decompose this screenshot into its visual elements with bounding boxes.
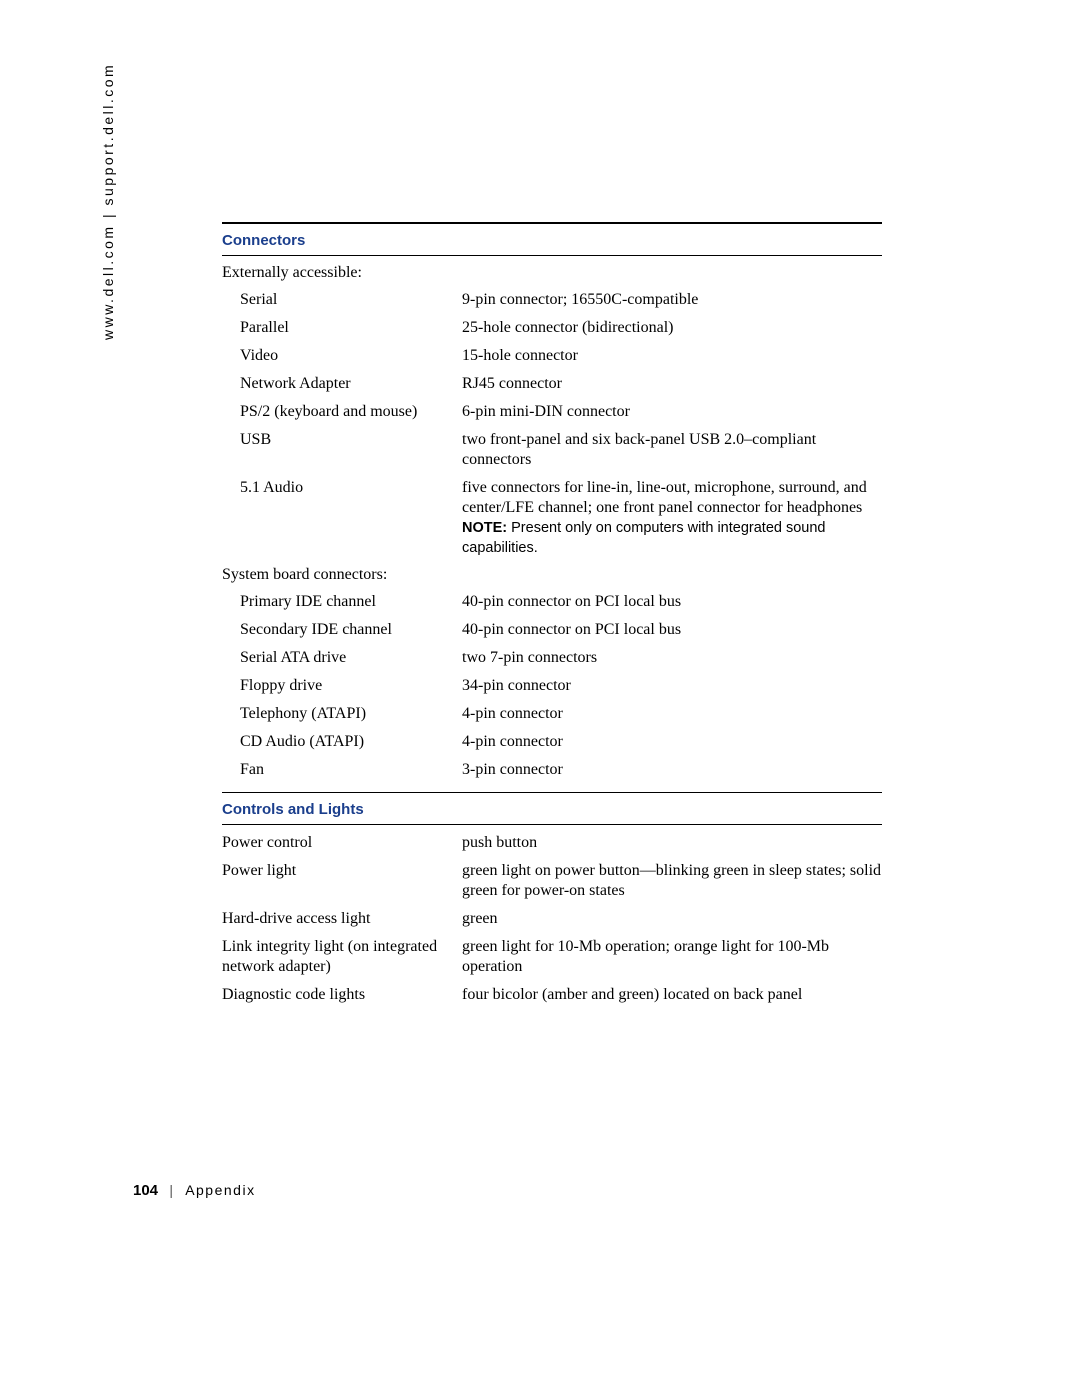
spec-row: Serial 9-pin connector; 16550C-compatibl… xyxy=(222,286,882,314)
spec-row: CD Audio (ATAPI) 4-pin connector xyxy=(222,728,882,756)
spec-row: Secondary IDE channel 40-pin connector o… xyxy=(222,616,882,644)
spec-label: Power light xyxy=(222,861,462,901)
spec-label: Telephony (ATAPI) xyxy=(222,704,462,724)
spec-value: 34-pin connector xyxy=(462,676,882,696)
spec-value: push button xyxy=(462,833,882,853)
spec-value: four bicolor (amber and green) located o… xyxy=(462,985,882,1005)
spec-label: Power control xyxy=(222,833,462,853)
footer-separator: | xyxy=(163,1182,180,1198)
spec-value: 25-hole connector (bidirectional) xyxy=(462,318,882,338)
spec-row: Power light green light on power button—… xyxy=(222,857,882,905)
section-title-controls: Controls and Lights xyxy=(222,793,882,824)
spec-row: Diagnostic code lights four bicolor (amb… xyxy=(222,981,882,1009)
spec-row: Hard-drive access light green xyxy=(222,905,882,933)
spec-value: five connectors for line-in, line-out, m… xyxy=(462,478,882,558)
spec-label: Fan xyxy=(222,760,462,780)
spec-row: Telephony (ATAPI) 4-pin connector xyxy=(222,700,882,728)
spec-row: Parallel 25-hole connector (bidirectiona… xyxy=(222,314,882,342)
spec-value: 4-pin connector xyxy=(462,704,882,724)
spec-label: Floppy drive xyxy=(222,676,462,696)
spec-value: 9-pin connector; 16550C-compatible xyxy=(462,290,882,310)
rule-under-title-connectors xyxy=(222,255,882,256)
spec-value: 40-pin connector on PCI local bus xyxy=(462,592,882,612)
spec-value: 3-pin connector xyxy=(462,760,882,780)
spec-label: 5.1 Audio xyxy=(222,478,462,558)
spec-value: 4-pin connector xyxy=(462,732,882,752)
rule-under-title-controls xyxy=(222,824,882,825)
spec-label: Primary IDE channel xyxy=(222,592,462,612)
spec-row: Video 15-hole connector xyxy=(222,342,882,370)
spec-label: Link integrity light (on integrated netw… xyxy=(222,937,462,977)
spec-row: Fan 3-pin connector xyxy=(222,756,882,784)
footer-section: Appendix xyxy=(185,1182,255,1198)
spec-value: green light on power button—blinking gre… xyxy=(462,861,882,901)
spec-row: 5.1 Audio five connectors for line-in, l… xyxy=(222,474,882,562)
spec-row: Network Adapter RJ45 connector xyxy=(222,370,882,398)
spec-row: PS/2 (keyboard and mouse) 6-pin mini-DIN… xyxy=(222,398,882,426)
group-label-external: Externally accessible: xyxy=(222,260,882,286)
spec-label: Parallel xyxy=(222,318,462,338)
spec-value: two 7-pin connectors xyxy=(462,648,882,668)
group-label-systemboard: System board connectors: xyxy=(222,562,882,588)
spec-row: Floppy drive 34-pin connector xyxy=(222,672,882,700)
spec-label: Diagnostic code lights xyxy=(222,985,462,1005)
spec-value: 6-pin mini-DIN connector xyxy=(462,402,882,422)
page-footer: 104 | Appendix xyxy=(133,1182,256,1199)
page-number: 104 xyxy=(133,1182,158,1199)
spec-label: Hard-drive access light xyxy=(222,909,462,929)
spec-label: Video xyxy=(222,346,462,366)
spec-label: CD Audio (ATAPI) xyxy=(222,732,462,752)
spec-row: Link integrity light (on integrated netw… xyxy=(222,933,882,981)
spec-value: green xyxy=(462,909,882,929)
spec-value: two front-panel and six back-panel USB 2… xyxy=(462,430,882,470)
page-content: Connectors Externally accessible: Serial… xyxy=(222,222,882,1009)
spec-row: USB two front-panel and six back-panel U… xyxy=(222,426,882,474)
note-text: Present only on computers with integrate… xyxy=(462,520,826,556)
spec-row: Power control push button xyxy=(222,829,882,857)
spec-value: RJ45 connector xyxy=(462,374,882,394)
spec-label: Serial xyxy=(222,290,462,310)
spec-label: Secondary IDE channel xyxy=(222,620,462,640)
note-bold: NOTE: xyxy=(462,520,507,536)
side-url-text: www.dell.com | support.dell.com xyxy=(100,63,116,340)
spec-label: Network Adapter xyxy=(222,374,462,394)
spec-value-text: five connectors for line-in, line-out, m… xyxy=(462,479,867,516)
spec-row: Serial ATA drive two 7-pin connectors xyxy=(222,644,882,672)
spec-label: PS/2 (keyboard and mouse) xyxy=(222,402,462,422)
spec-value: green light for 10-Mb operation; orange … xyxy=(462,937,882,977)
section-title-connectors: Connectors xyxy=(222,224,882,255)
spec-value: 15-hole connector xyxy=(462,346,882,366)
spec-label: USB xyxy=(222,430,462,470)
spec-row: Primary IDE channel 40-pin connector on … xyxy=(222,588,882,616)
spec-label: Serial ATA drive xyxy=(222,648,462,668)
spec-value: 40-pin connector on PCI local bus xyxy=(462,620,882,640)
